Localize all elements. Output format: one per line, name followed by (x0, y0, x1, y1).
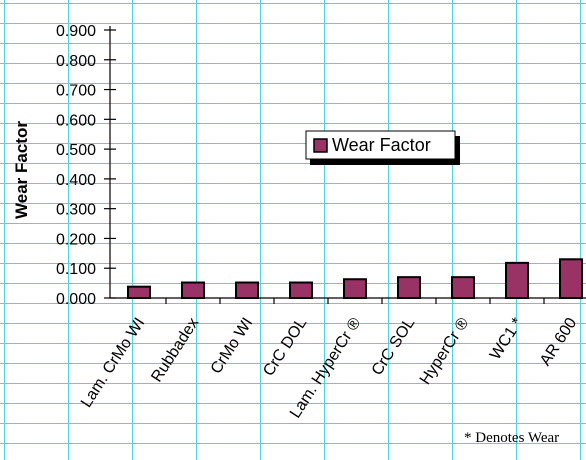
category-label: Lam. CrMo WI (78, 315, 148, 411)
bar (235, 281, 259, 300)
bar (127, 285, 151, 300)
y-tick-labels: 0.000 0.100 0.200 0.300 0.400 0.500 0.600 0.700… (56, 23, 96, 308)
bar (505, 261, 529, 299)
category-label: WC1 * (487, 315, 526, 363)
y-tick-label: 0.100 (56, 261, 96, 278)
category-label: CrMo WI (208, 315, 257, 377)
bars (127, 258, 583, 300)
category-label: Rubbadex (148, 315, 202, 385)
y-tick-label: 0.300 (56, 202, 96, 219)
y-tick-label: 0.900 (56, 23, 96, 40)
bar (397, 276, 421, 299)
category-label: CrC DOL (260, 315, 310, 380)
y-tick-label: 0.400 (56, 172, 96, 189)
y-tick-label: 0.600 (56, 112, 96, 129)
y-tick-label: 0.700 (56, 83, 96, 100)
y-tick-label: 0.000 (56, 291, 96, 308)
legend: Wear Factor (305, 130, 460, 165)
bar (343, 278, 367, 299)
y-tick-label: 0.200 (56, 231, 96, 248)
category-label: HyperCr ® (417, 315, 473, 388)
legend-label: Wear Factor (332, 135, 431, 155)
y-tick-label: 0.800 (56, 53, 96, 70)
y-axis-label: Wear Factor (12, 121, 31, 219)
category-label: AR 600 (537, 315, 580, 369)
bar (451, 276, 475, 299)
category-label: CrC SOL (369, 315, 419, 379)
footnote: * Denotes Wear (464, 430, 560, 446)
legend-swatch (313, 138, 328, 153)
bar (559, 258, 583, 299)
y-tick-label: 0.500 (56, 142, 96, 159)
legend-box (305, 130, 456, 160)
bar (289, 281, 313, 300)
bar (181, 281, 205, 300)
